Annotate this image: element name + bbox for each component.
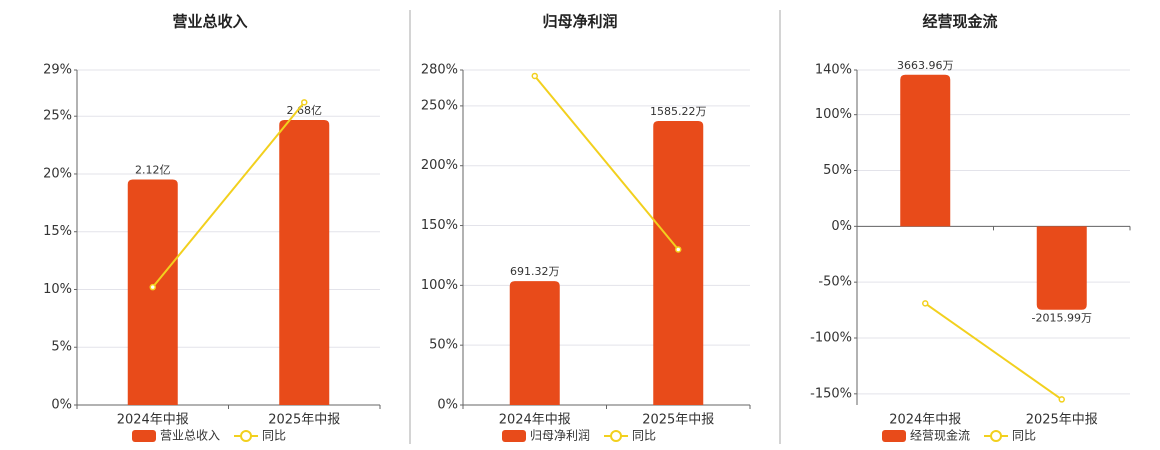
y-tick-label: 0% (51, 398, 72, 413)
y-tick-label: 200% (421, 158, 458, 173)
bar (509, 281, 560, 405)
x-tick-label: 2024年中报 (117, 413, 189, 428)
y-tick-label: 15% (43, 224, 72, 239)
legend-label: 同比 (1012, 429, 1036, 443)
bar (279, 119, 330, 405)
value-label: -2015.99万 (1032, 312, 1092, 325)
y-tick-label: -150% (810, 386, 852, 401)
x-tick-label: 2024年中报 (499, 413, 571, 428)
y-tick-label: 20% (43, 166, 72, 181)
legend-swatch (502, 430, 526, 442)
y-tick-label: 5% (51, 340, 72, 355)
point (675, 246, 682, 253)
value-label: 1585.22万 (650, 105, 707, 118)
y-tick-label: -50% (818, 275, 852, 290)
bar (1036, 226, 1087, 310)
y-tick-label: 100% (815, 107, 852, 122)
legend-label: 同比 (632, 429, 656, 443)
legend-label: 营业总收入 (160, 429, 220, 443)
line (924, 302, 1063, 401)
chart-title: 经营现金流 (922, 13, 997, 31)
legend-label: 经营现金流 (910, 428, 970, 443)
value-label: 2.12亿 (135, 164, 171, 177)
x-tick-label: 2025年中报 (268, 413, 340, 428)
legend-label: 归母净利润 (530, 429, 590, 443)
point (301, 99, 308, 106)
y-tick-label: 29% (43, 63, 72, 78)
y-tick-label: 0% (831, 219, 852, 234)
legend-swatch (882, 430, 906, 442)
point (922, 300, 929, 307)
bar (900, 74, 951, 227)
x-tick-label: 2024年中报 (889, 413, 961, 428)
y-tick-label: 50% (823, 163, 852, 178)
legend-swatch (610, 430, 623, 442)
line (533, 75, 680, 251)
chart-title: 归母净利润 (542, 13, 617, 31)
point (149, 283, 156, 291)
bar (127, 179, 178, 405)
x-tick-label: 2025年中报 (642, 413, 714, 428)
y-tick-label: 50% (429, 338, 458, 353)
point (1058, 396, 1065, 403)
y-tick-label: 140% (815, 63, 852, 78)
y-tick-label: 100% (421, 278, 458, 293)
legend-swatch (990, 430, 1003, 442)
y-tick-label: 280% (421, 63, 458, 78)
legend-label: 同比 (262, 429, 286, 443)
y-tick-label: 25% (43, 109, 72, 124)
point (531, 72, 538, 80)
chart-title: 营业总收入 (172, 13, 247, 31)
value-label: 2.68亿 (287, 104, 323, 117)
bar (653, 121, 704, 406)
value-label: 3663.96万 (897, 59, 954, 72)
line (151, 101, 306, 288)
value-label: 691.32万 (510, 265, 560, 278)
y-tick-label: -100% (810, 331, 852, 346)
y-tick-label: 250% (421, 98, 458, 113)
y-tick-label: 0% (437, 398, 458, 413)
x-tick-label: 2025年中报 (1026, 413, 1098, 428)
legend-swatch (240, 430, 253, 442)
y-tick-label: 10% (43, 282, 72, 297)
y-tick-label: 150% (421, 218, 458, 233)
legend-swatch (132, 430, 156, 442)
